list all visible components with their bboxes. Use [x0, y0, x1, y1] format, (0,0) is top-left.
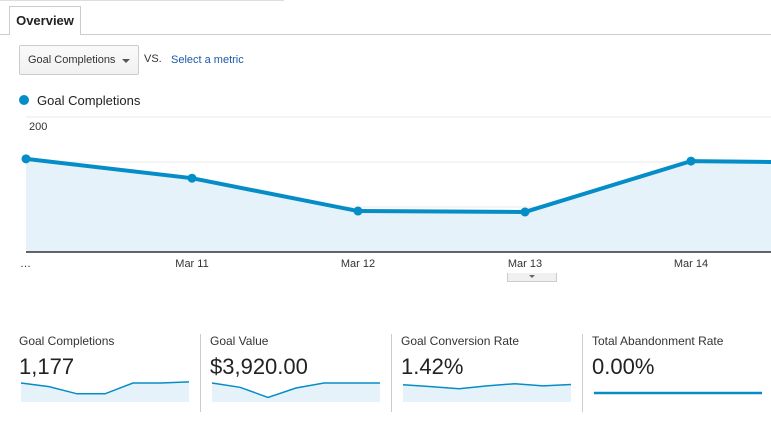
top-divider: [0, 0, 284, 1]
metric-value: 1.42%: [401, 354, 464, 379]
y-tick-label: 200: [29, 121, 47, 133]
metric-name: Total Abandonment Rate: [592, 334, 724, 348]
area-fill: [26, 158, 771, 252]
metric-separator: [391, 334, 392, 412]
sparkline-line: [402, 382, 572, 390]
metric-card[interactable]: Goal Conversion Rate 1.42%: [401, 334, 591, 412]
metric-value: 0.00%: [592, 354, 655, 379]
legend-dot-icon: [19, 95, 29, 105]
data-point[interactable]: [686, 156, 696, 166]
tab-divider: [0, 34, 771, 35]
metric-card[interactable]: Goal Completions 1,177: [19, 334, 209, 412]
x-tick-label: Mar 12: [341, 258, 375, 270]
sparkline: [594, 391, 762, 395]
series-line: [25, 156, 771, 214]
chart-expander-button[interactable]: [507, 273, 557, 282]
x-tick-label: …: [20, 258, 31, 270]
select-metric-link[interactable]: Select a metric: [171, 54, 244, 66]
sparkline-line: [20, 381, 190, 395]
metric-card[interactable]: Goal Value $3,920.00: [210, 334, 400, 412]
metric-value: 1,177: [19, 354, 75, 379]
metric-value: $3,920.00: [210, 354, 308, 379]
chevron-down-icon: [122, 59, 130, 63]
sparkline-line: [211, 382, 380, 399]
data-point[interactable]: [21, 154, 31, 164]
data-point[interactable]: [353, 206, 363, 216]
x-tick-label: Mar 14: [674, 258, 708, 270]
chevron-down-icon: [529, 275, 535, 278]
tab-overview[interactable]: Overview: [9, 6, 81, 35]
metric-dropdown[interactable]: Goal Completions: [19, 45, 139, 75]
metric-dropdown-label: Goal Completions: [28, 54, 116, 66]
sparkline-fill: [21, 381, 189, 402]
x-tick-label: Mar 13: [508, 258, 542, 270]
data-point[interactable]: [520, 207, 530, 217]
sparkline: [20, 381, 190, 402]
data-point[interactable]: [187, 173, 197, 183]
sparkline: [402, 382, 572, 402]
metric-separator: [200, 334, 201, 412]
metric-card[interactable]: Total Abandonment Rate 0.00%: [592, 334, 771, 412]
metric-name: Goal Completions: [19, 334, 115, 348]
sparkline-fill: [212, 383, 380, 402]
vs-label: VS.: [144, 53, 162, 65]
metric-name: Goal Value: [210, 334, 269, 348]
legend-label: Goal Completions: [37, 93, 141, 108]
x-tick-label: Mar 11: [175, 258, 208, 270]
metric-separator: [582, 334, 583, 412]
sparkline: [211, 382, 380, 402]
metric-name: Goal Conversion Rate: [401, 334, 520, 348]
